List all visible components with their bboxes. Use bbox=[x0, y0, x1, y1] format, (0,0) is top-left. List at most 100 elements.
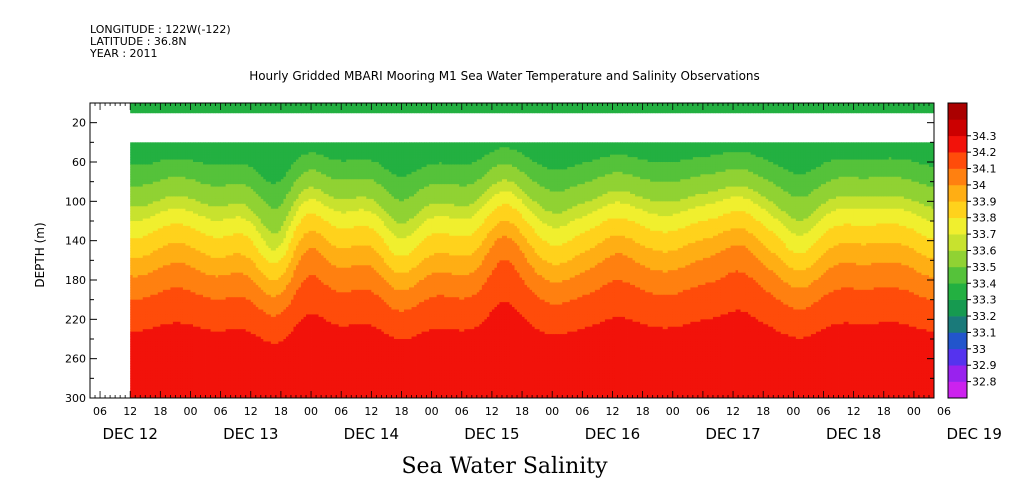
salinity-cell bbox=[143, 359, 146, 362]
salinity-cell bbox=[198, 327, 201, 330]
salinity-cell bbox=[160, 273, 163, 276]
salinity-cell bbox=[208, 305, 211, 308]
salinity-cell bbox=[198, 275, 201, 278]
salinity-cell bbox=[135, 152, 138, 155]
salinity-cell bbox=[170, 275, 173, 278]
salinity-cell bbox=[193, 110, 196, 113]
salinity-cell bbox=[145, 145, 148, 148]
salinity-cell bbox=[778, 105, 781, 108]
salinity-cell bbox=[180, 319, 183, 322]
salinity-cell bbox=[188, 253, 191, 256]
salinity-cell bbox=[163, 339, 166, 342]
salinity-cell bbox=[218, 238, 221, 241]
salinity-cell bbox=[206, 189, 209, 192]
salinity-cell bbox=[216, 359, 219, 362]
salinity-cell bbox=[183, 155, 186, 158]
salinity-cell bbox=[153, 142, 156, 145]
salinity-cell bbox=[344, 108, 347, 111]
salinity-cell bbox=[356, 110, 359, 113]
salinity-cell bbox=[165, 393, 168, 396]
salinity-cell bbox=[218, 145, 221, 148]
salinity-cell bbox=[158, 201, 161, 204]
salinity-cell bbox=[148, 211, 151, 214]
salinity-cell bbox=[153, 344, 156, 347]
salinity-cell bbox=[170, 307, 173, 310]
salinity-cell bbox=[206, 329, 209, 332]
salinity-cell bbox=[148, 223, 151, 226]
salinity-cell bbox=[148, 177, 151, 180]
salinity-cell bbox=[670, 110, 673, 113]
salinity-cell bbox=[208, 255, 211, 258]
salinity-cell bbox=[178, 236, 181, 239]
salinity-cell bbox=[203, 346, 206, 349]
salinity-cell bbox=[138, 238, 141, 241]
salinity-cell bbox=[208, 231, 211, 234]
salinity-cell bbox=[178, 373, 181, 376]
salinity-cell bbox=[183, 187, 186, 190]
salinity-cell bbox=[143, 317, 146, 320]
salinity-cell bbox=[140, 383, 143, 386]
salinity-cell bbox=[190, 268, 193, 271]
salinity-cell bbox=[140, 297, 143, 300]
salinity-cell bbox=[190, 280, 193, 283]
salinity-cell bbox=[170, 270, 173, 273]
salinity-cell bbox=[140, 263, 143, 266]
salinity-cell bbox=[145, 219, 148, 222]
salinity-cell bbox=[168, 351, 171, 354]
salinity-cell bbox=[188, 184, 191, 187]
salinity-cell bbox=[143, 364, 146, 367]
salinity-cell bbox=[135, 393, 138, 396]
salinity-cell bbox=[138, 174, 141, 177]
salinity-cell bbox=[130, 292, 133, 295]
salinity-cell bbox=[859, 108, 862, 111]
salinity-cell bbox=[180, 182, 183, 185]
salinity-cell bbox=[163, 174, 166, 177]
salinity-cell bbox=[216, 376, 219, 379]
salinity-cell bbox=[165, 211, 168, 214]
salinity-cell bbox=[537, 105, 540, 108]
salinity-cell bbox=[216, 169, 219, 172]
salinity-cell bbox=[150, 391, 153, 394]
salinity-cell bbox=[140, 258, 143, 261]
salinity-cell bbox=[168, 196, 171, 199]
salinity-cell bbox=[145, 251, 148, 254]
salinity-cell bbox=[190, 219, 193, 222]
salinity-cell bbox=[130, 393, 133, 396]
salinity-cell bbox=[206, 322, 209, 325]
salinity-cell bbox=[140, 344, 143, 347]
salinity-cell bbox=[173, 383, 176, 386]
salinity-cell bbox=[180, 346, 183, 349]
salinity-cell bbox=[173, 268, 176, 271]
salinity-cell bbox=[153, 167, 156, 170]
salinity-cell bbox=[208, 209, 211, 212]
salinity-cell bbox=[517, 105, 520, 108]
salinity-cell bbox=[173, 260, 176, 263]
salinity-cell bbox=[143, 341, 146, 344]
salinity-cell bbox=[206, 302, 209, 305]
salinity-cell bbox=[153, 172, 156, 175]
salinity-cell bbox=[206, 214, 209, 217]
salinity-cell bbox=[135, 297, 138, 300]
salinity-cell bbox=[188, 246, 191, 249]
salinity-cell bbox=[216, 152, 219, 155]
salinity-cell bbox=[148, 332, 151, 335]
salinity-cell bbox=[150, 110, 153, 113]
salinity-cell bbox=[874, 105, 877, 108]
salinity-cell bbox=[143, 373, 146, 376]
salinity-cell bbox=[216, 201, 219, 204]
salinity-cell bbox=[201, 263, 204, 266]
salinity-cell bbox=[185, 381, 188, 384]
salinity-cell bbox=[138, 305, 141, 308]
salinity-cell bbox=[153, 223, 156, 226]
salinity-cell bbox=[155, 282, 158, 285]
salinity-cell bbox=[211, 332, 214, 335]
salinity-cell bbox=[201, 287, 204, 290]
salinity-cell bbox=[165, 236, 168, 239]
salinity-cell bbox=[175, 231, 178, 234]
salinity-cell bbox=[143, 310, 146, 313]
salinity-cell bbox=[165, 327, 168, 330]
salinity-cell bbox=[407, 110, 410, 113]
salinity-cell bbox=[148, 238, 151, 241]
salinity-cell bbox=[175, 373, 178, 376]
salinity-cell bbox=[216, 221, 219, 224]
